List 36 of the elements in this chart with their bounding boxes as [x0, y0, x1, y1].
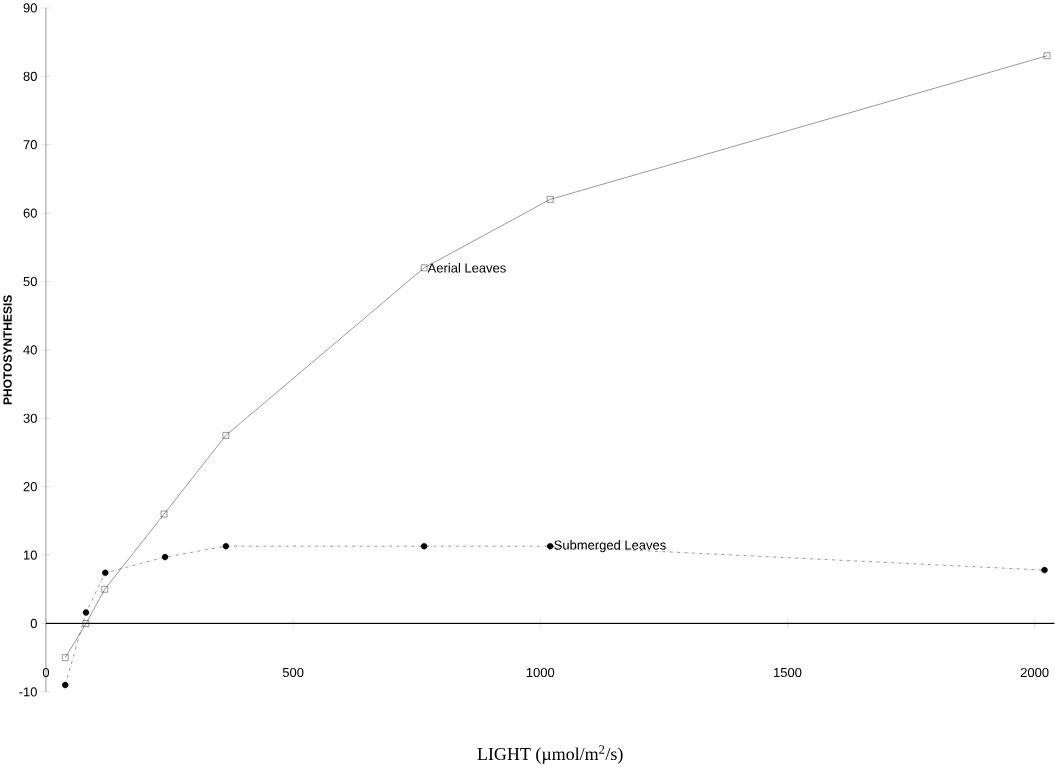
point [102, 569, 109, 577]
y-tick-label: 20 [23, 482, 37, 492]
point [101, 586, 108, 593]
y-tick-label: 90 [23, 3, 37, 13]
y-tick-label: 50 [23, 276, 37, 287]
x-tick-label: 1500 [774, 667, 802, 678]
y-axis-title: PHOTOSYNTHESIS [3, 295, 12, 405]
x-tick-label: 500 [282, 667, 304, 678]
y-tick-label: 80 [23, 71, 37, 81]
point [82, 620, 90, 627]
point [546, 196, 554, 203]
y-tick-label: 30 [23, 413, 37, 423]
x-tick-label: 0 [42, 667, 50, 678]
point [222, 432, 230, 439]
point [420, 542, 428, 550]
y-tick-label: 40 [23, 345, 37, 355]
point [222, 542, 230, 550]
point [82, 609, 90, 616]
y-tick-label: 10 [23, 550, 37, 560]
point [62, 654, 69, 661]
y-tick-label: 60 [23, 208, 37, 218]
point [1041, 566, 1048, 574]
x-tick-label: 1000 [526, 667, 555, 678]
y-tick-label: 0 [30, 618, 37, 629]
point [546, 542, 554, 550]
point [420, 264, 428, 271]
x-axis-title: LIGHT (µmol/m$^{2}$/s) [477, 745, 623, 764]
y-tick-label: 70 [23, 140, 37, 150]
point [160, 510, 168, 518]
annotation: Aerial Leaves [427, 263, 506, 273]
point [1043, 52, 1051, 59]
y-tick-label: -10 [19, 687, 37, 697]
x-tick-label: 2000 [1020, 667, 1049, 678]
point [161, 553, 169, 561]
annotation: Submerged Leaves [554, 540, 666, 553]
point [62, 681, 69, 689]
